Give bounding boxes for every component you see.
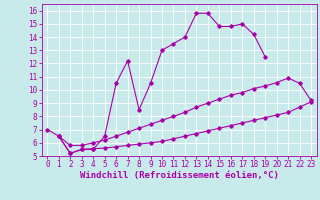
X-axis label: Windchill (Refroidissement éolien,°C): Windchill (Refroidissement éolien,°C) xyxy=(80,171,279,180)
